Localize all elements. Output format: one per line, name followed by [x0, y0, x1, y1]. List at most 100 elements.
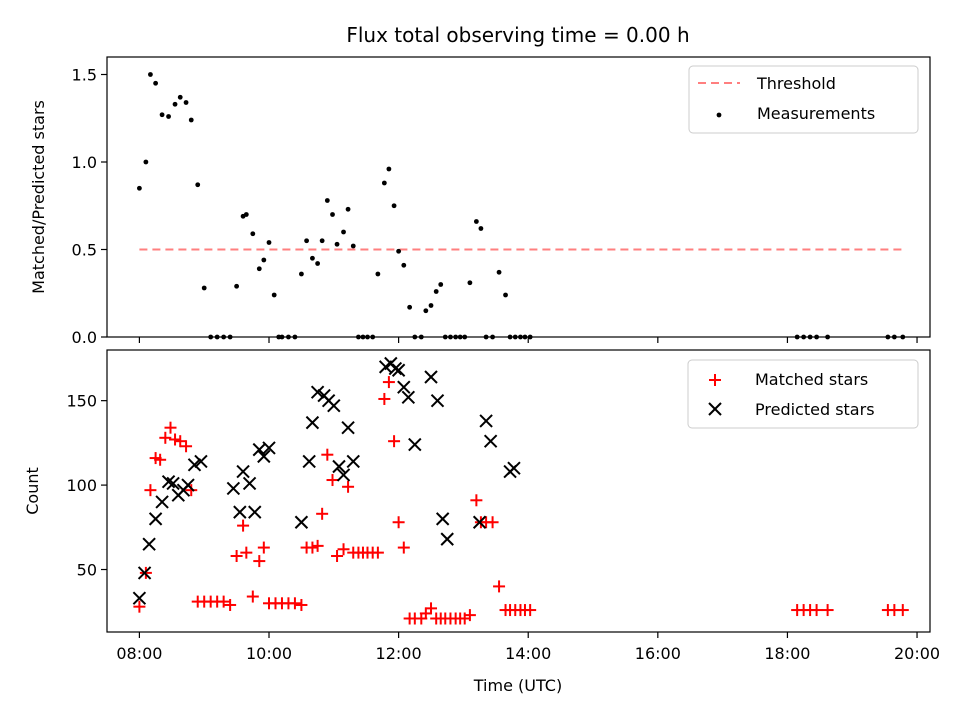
y-tick-label: 150 [66, 392, 97, 411]
predicted-star-point [194, 454, 208, 469]
matched-star-point [388, 435, 401, 448]
x-b [430, 393, 445, 408]
matched-star-point [230, 550, 243, 563]
x-tick-label: 10:00 [246, 644, 292, 663]
matched-star-point [164, 421, 177, 434]
measurement-point [428, 303, 434, 308]
matched-star-point [463, 609, 476, 622]
measurement-point [334, 241, 340, 247]
x-b [391, 363, 406, 377]
bottom-x-ticks: 08:00 10:00 12:00 14:00 16:00 18:00 20:00 [116, 632, 940, 663]
bottom-legend-frame [687, 359, 919, 429]
matched-star-point [217, 595, 230, 608]
x-b [226, 481, 241, 496]
predicted-star-point [132, 591, 147, 605]
x-b [479, 414, 493, 428]
measurement-point [330, 212, 335, 217]
measurement-point [386, 166, 392, 172]
matched-star-point [331, 550, 344, 563]
x-b [194, 454, 208, 469]
legend-measurements-label: Measurements [757, 104, 875, 123]
predicted-star-point [401, 390, 416, 404]
measurement-point [310, 255, 315, 261]
matched-star-point [174, 435, 187, 448]
x-b [424, 370, 438, 384]
x-b [181, 478, 195, 492]
predicted-star-point [187, 458, 202, 472]
top-plot-marks [137, 72, 906, 340]
predicted-star-point [248, 505, 262, 519]
measurement-point [324, 198, 330, 203]
predicted-star-point [142, 537, 156, 551]
matched-star-point [326, 474, 339, 487]
predicted-star-point [181, 478, 195, 492]
matched-star-point [425, 602, 438, 615]
predicted-star-point [148, 512, 163, 526]
measurement-point [234, 283, 240, 289]
x-b [155, 495, 169, 509]
x-tick-label: 16:00 [635, 644, 681, 663]
measurement-point [148, 72, 153, 77]
legend-predicted-label: Predicted stars [755, 400, 875, 419]
predicted-star-point [483, 434, 498, 448]
measurement-point [401, 262, 407, 268]
bottom-y-axis-label: Count [23, 467, 42, 515]
matched-star-point [470, 494, 483, 507]
x-b [148, 512, 163, 526]
measurement-point [478, 226, 484, 231]
measurement-point [159, 112, 165, 118]
x-b [346, 454, 360, 469]
measurement-point [423, 308, 429, 314]
matched-star-point [133, 600, 146, 613]
x-tick-label: 12:00 [376, 644, 422, 663]
matched-star-point [257, 541, 270, 554]
legend-predicted-swatch [708, 402, 722, 416]
legend-threshold-label: Threshold [756, 74, 836, 93]
x-b [440, 532, 454, 546]
predicted-star-point [397, 380, 411, 394]
x-b [248, 505, 262, 519]
y-tick-label: 0.0 [72, 328, 97, 347]
predicted-star-point [305, 415, 320, 430]
x-b [332, 459, 346, 474]
measurement-point [243, 212, 249, 217]
predicted-star-point [507, 461, 521, 475]
predicted-star-point [161, 475, 176, 489]
top-y-axis-label: Matched/Predicted stars [29, 100, 48, 294]
measurement-point [304, 238, 309, 244]
matched-star-point [159, 431, 172, 444]
measurement-point [433, 289, 439, 294]
x-b [401, 390, 416, 404]
matched-star-point [237, 519, 250, 532]
matched-star-point [524, 604, 537, 617]
matched-star-point [493, 580, 506, 593]
matched-star-point [810, 604, 823, 617]
measurement-point [315, 261, 321, 266]
top-legend: Threshold Measurements [688, 65, 919, 134]
predicted-star-point [408, 437, 422, 452]
measurement-point [261, 257, 267, 263]
matched-star-point [253, 555, 266, 568]
x-b [166, 476, 180, 491]
bottom-axes-frame [106, 349, 931, 633]
predicted-star-point [257, 449, 271, 464]
measurement-point [256, 266, 262, 272]
matched-star-point [154, 453, 167, 466]
x-b [233, 505, 247, 519]
predicted-star-point [341, 420, 355, 435]
measurement-point [496, 269, 502, 275]
x-b [137, 566, 152, 580]
matched-star-point [392, 516, 405, 529]
measurement-point [188, 117, 194, 123]
measurement-point [183, 100, 189, 105]
bottom-plot-marks [132, 356, 909, 625]
bottom-y-ticks: 50 100 150 [66, 392, 107, 580]
x-tick-label: 20:00 [894, 644, 940, 663]
measurement-point [350, 243, 356, 249]
measurement-point [503, 292, 508, 298]
x-b [236, 464, 250, 479]
measurement-point [137, 185, 142, 191]
bottom-panel: 50 100 150 08:00 10:00 12:00 14:00 16:00 18:00 2… [23, 349, 940, 695]
predicted-star-point [226, 481, 241, 496]
